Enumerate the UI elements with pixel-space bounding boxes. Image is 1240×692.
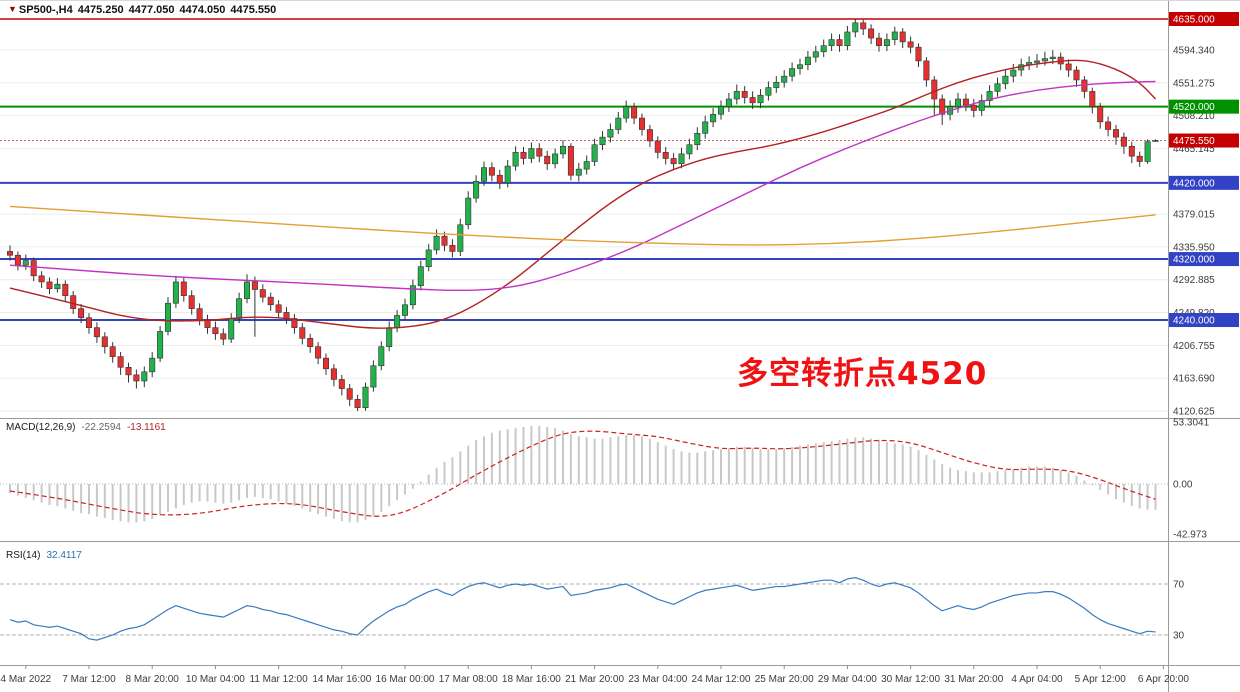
price-axis-tick: 4594.340 (1173, 45, 1215, 56)
price-badge (1169, 313, 1239, 328)
price-lines-layer (0, 18, 1168, 322)
rsi-value: 32.4117 (46, 550, 82, 561)
price-badge-label: 4520.000 (1173, 102, 1215, 113)
macd-axis-tick: 0.00 (1173, 480, 1193, 491)
price-axis-tick: 4292.885 (1173, 275, 1215, 286)
macd-histogram-layer (9, 425, 1157, 523)
time-axis-label: 4 Mar 2022 (1, 674, 52, 685)
price-axis-tick: 4163.690 (1173, 374, 1215, 385)
macd-signal-value: -13.1161 (126, 422, 166, 433)
symbol-timeframe-label: SP500-,H4 (18, 4, 73, 16)
price-badge (1169, 133, 1239, 148)
time-axis-label: 23 Mar 04:00 (628, 674, 687, 685)
price-axis-tick: 4120.625 (1173, 407, 1215, 418)
price-axis-tick: 4508.210 (1173, 111, 1215, 122)
rsi-line-layer (9, 577, 1156, 641)
macd-name: MACD(12,26,9) (6, 422, 76, 433)
time-axis-label: 29 Mar 04:00 (818, 674, 877, 685)
price-axis-tick: 4206.755 (1173, 341, 1215, 352)
candles-layer (7, 19, 1159, 412)
symbol-ohlc-readout: ▼ SP500-,H4 4475.250 4477.050 4474.050 4475.5… (8, 4, 281, 16)
time-axis-label: 21 Mar 20:00 (565, 674, 624, 685)
time-axis-labels: 4 Mar 2022 7 Mar 12:00 8 Mar 20:00 10 Mar 0… (1, 665, 1190, 685)
price-axis-tick: 4379.015 (1173, 210, 1215, 221)
chart-annotation-text[interactable]: 多空转折点4520 (737, 356, 988, 392)
time-axis-label: 6 Apr 20:00 (1138, 674, 1190, 685)
time-axis-label: 14 Mar 16:00 (312, 674, 371, 685)
time-axis-label: 24 Mar 12:00 (692, 674, 751, 685)
grid-layer (0, 49, 1168, 636)
moving-averages-layer (9, 59, 1157, 329)
time-axis-label: 25 Mar 20:00 (755, 674, 814, 685)
macd-axis-tick: 53.3041 (1173, 417, 1210, 428)
rsi-name: RSI(14) (6, 550, 41, 561)
macd-indicator-label: MACD(12,26,9) -22.2594 -13.1161 (6, 422, 172, 433)
time-axis-label: 7 Mar 12:00 (62, 674, 116, 685)
ma-mid-magenta (9, 80, 1156, 292)
time-axis-label: 17 Mar 08:00 (439, 674, 498, 685)
time-axis-label: 8 Mar 20:00 (126, 674, 180, 685)
price-axis-tick: 4335.950 (1173, 242, 1215, 253)
macd-signal-layer (9, 430, 1156, 517)
rsi-axis-tick: 70 (1173, 580, 1185, 591)
price-badge-label: 4420.000 (1173, 178, 1215, 189)
macd-axis-tick: -42.973 (1173, 529, 1207, 540)
ma-fast-red (9, 59, 1157, 329)
price-badge-label: 4240.000 (1173, 316, 1215, 327)
time-axis-label: 10 Mar 04:00 (186, 674, 245, 685)
price-badge (1169, 99, 1239, 114)
time-axis-label: 30 Mar 12:00 (881, 674, 940, 685)
price-badge-label: 4635.000 (1173, 15, 1215, 26)
time-axis-label: 31 Mar 20:00 (944, 674, 1003, 685)
rsi-indicator-label: RSI(14) 32.4117 (6, 550, 88, 561)
price-badge (1169, 12, 1239, 26)
time-axis-label: 5 Apr 12:00 (1075, 674, 1127, 685)
ma-slow-orange (9, 205, 1156, 246)
time-axis-label: 16 Mar 00:00 (376, 674, 435, 685)
ohlc-open-value: 4475.250 (77, 4, 124, 16)
symbol-dropdown-icon[interactable]: ▼ (8, 4, 17, 14)
time-axis-label: 11 Mar 12:00 (250, 674, 309, 685)
price-axis-tick: 4551.275 (1173, 78, 1215, 89)
price-badge-label: 4475.550 (1173, 136, 1215, 147)
price-axis-labels: 4594.340 4551.275 4508.210 4465.145 4379.015… (1169, 12, 1239, 642)
macd-main-value: -22.2594 (81, 422, 121, 433)
ohlc-close-value: 4475.550 (230, 4, 277, 16)
rsi-axis-tick: 30 (1173, 631, 1185, 642)
time-axis-label: 4 Apr 04:00 (1011, 674, 1063, 685)
ohlc-high-value: 4477.050 (128, 4, 175, 16)
price-badge-label: 4320.000 (1173, 255, 1215, 266)
price-axis-tick: 4465.145 (1173, 144, 1215, 155)
price-badge (1169, 175, 1239, 190)
time-axis-label: 18 Mar 16:00 (502, 674, 561, 685)
price-badge (1169, 252, 1239, 267)
ohlc-low-value: 4474.050 (179, 4, 226, 16)
